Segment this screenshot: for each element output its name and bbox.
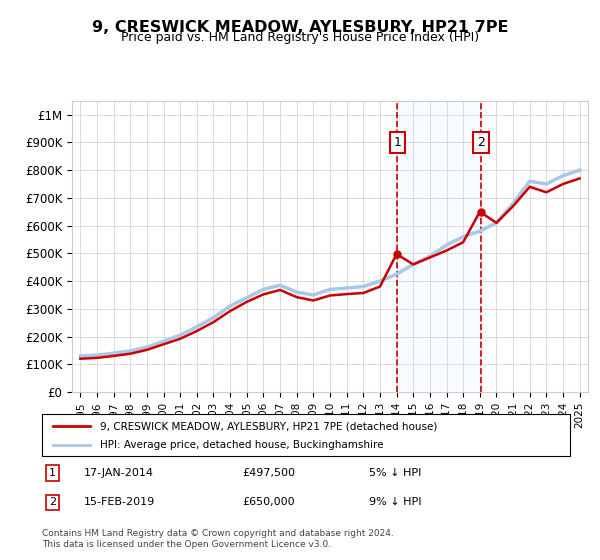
Text: 9% ↓ HPI: 9% ↓ HPI xyxy=(370,497,422,507)
Text: 17-JAN-2014: 17-JAN-2014 xyxy=(84,468,154,478)
Text: 2: 2 xyxy=(477,136,485,149)
Text: 1: 1 xyxy=(394,136,401,149)
Text: HPI: Average price, detached house, Buckinghamshire: HPI: Average price, detached house, Buck… xyxy=(100,440,383,450)
Text: 1: 1 xyxy=(49,468,56,478)
FancyBboxPatch shape xyxy=(42,414,570,456)
Text: 2: 2 xyxy=(49,497,56,507)
Text: Price paid vs. HM Land Registry's House Price Index (HPI): Price paid vs. HM Land Registry's House … xyxy=(121,31,479,44)
Text: 5% ↓ HPI: 5% ↓ HPI xyxy=(370,468,422,478)
Text: Contains HM Land Registry data © Crown copyright and database right 2024.
This d: Contains HM Land Registry data © Crown c… xyxy=(42,529,394,549)
Text: 15-FEB-2019: 15-FEB-2019 xyxy=(84,497,155,507)
Text: 9, CRESWICK MEADOW, AYLESBURY, HP21 7PE (detached house): 9, CRESWICK MEADOW, AYLESBURY, HP21 7PE … xyxy=(100,421,437,431)
Bar xyxy=(397,101,481,392)
Text: £650,000: £650,000 xyxy=(242,497,295,507)
Text: £497,500: £497,500 xyxy=(242,468,296,478)
Text: 9, CRESWICK MEADOW, AYLESBURY, HP21 7PE: 9, CRESWICK MEADOW, AYLESBURY, HP21 7PE xyxy=(92,20,508,35)
